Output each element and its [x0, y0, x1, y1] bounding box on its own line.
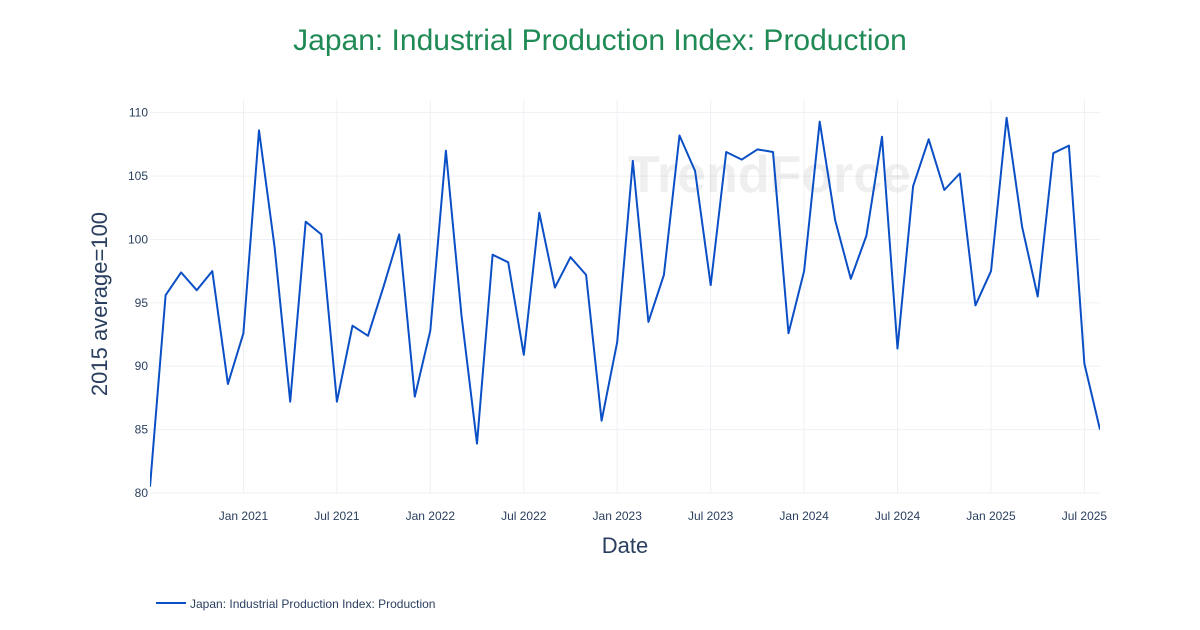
x-tick-label: Jul 2024	[875, 509, 921, 523]
x-tick-labels: Jan 2021 Jul 2021 Jan 2022 Jul 2022 Jan 2023…	[219, 509, 1108, 523]
y-tick-label: 95	[135, 296, 149, 310]
y-tick-label: 85	[135, 423, 149, 437]
y-axis-title: 2015 average=100	[87, 212, 112, 396]
y-tick-label: 110	[129, 106, 148, 120]
x-axis-title: Date	[602, 533, 648, 558]
x-tick-label: Jul 2025	[1062, 509, 1108, 523]
y-tick-labels: 80 85 90 95 100 105 110	[128, 106, 148, 500]
y-tick-label: 100	[128, 232, 148, 246]
x-tick-label: Jul 2021	[314, 509, 360, 523]
legend[interactable]: Japan: Industrial Production Index: Prod…	[156, 597, 435, 611]
watermark-logo: TrendForce	[628, 146, 911, 204]
y-tick-label: 90	[135, 359, 149, 373]
x-tick-label: Jan 2025	[966, 509, 1016, 523]
x-tick-label: Jan 2024	[779, 509, 829, 523]
x-tick-label: Jan 2021	[219, 509, 269, 523]
series-layer	[150, 116, 1100, 487]
x-tick-label: Jul 2022	[501, 509, 547, 523]
x-tick-label: Jan 2023	[593, 509, 643, 523]
series-line	[150, 116, 1100, 487]
y-gridlines	[150, 112, 1100, 494]
y-tick-label: 80	[135, 486, 149, 500]
x-tick-label: Jul 2023	[688, 509, 734, 523]
y-tick-label: 105	[128, 169, 148, 183]
x-tick-label: Jan 2022	[406, 509, 456, 523]
legend-label: Japan: Industrial Production Index: Prod…	[190, 597, 435, 611]
x-gridlines	[242, 100, 1085, 493]
chart-title: Japan: Industrial Production Index: Prod…	[293, 24, 907, 57]
